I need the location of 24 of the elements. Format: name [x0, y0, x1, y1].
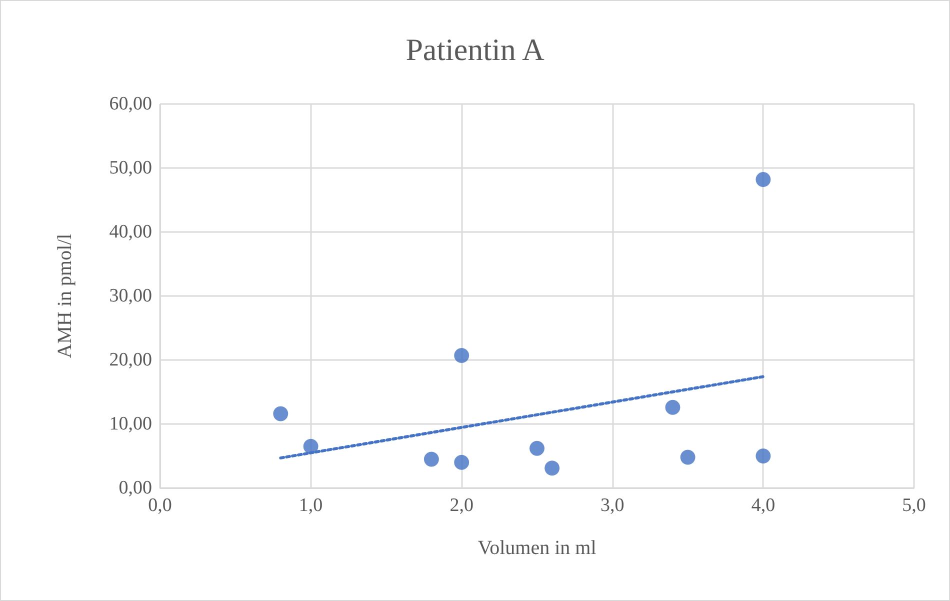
- y-tick-label: 40,00: [109, 222, 152, 242]
- point: [454, 454, 470, 470]
- x-tick-label: 5,0: [902, 495, 926, 516]
- point: [454, 348, 470, 364]
- x-axis-title: Volumen in ml: [478, 537, 597, 559]
- x-tick-label: 4,0: [751, 495, 776, 516]
- point: [273, 406, 288, 422]
- point: [665, 400, 680, 415]
- point: [544, 460, 560, 476]
- y-axis-title: AMH in pmol/l: [54, 233, 76, 358]
- x-tick-label: 2,0: [450, 495, 474, 516]
- y-tick-label: 30,00: [109, 286, 152, 306]
- x-tick-label: 3,0: [600, 495, 624, 516]
- chart-title: Patientin A: [406, 32, 545, 67]
- point: [756, 448, 771, 464]
- y-tick-label: 10,00: [109, 414, 152, 434]
- point: [424, 452, 439, 467]
- point: [680, 450, 696, 465]
- point: [756, 172, 771, 188]
- point: [530, 440, 544, 456]
- y-tick-label: 50,00: [109, 158, 152, 178]
- y-tick-label: 60,00: [109, 94, 152, 114]
- x-tick-label: 1,0: [298, 495, 323, 516]
- y-tick-label: 20,00: [109, 350, 152, 370]
